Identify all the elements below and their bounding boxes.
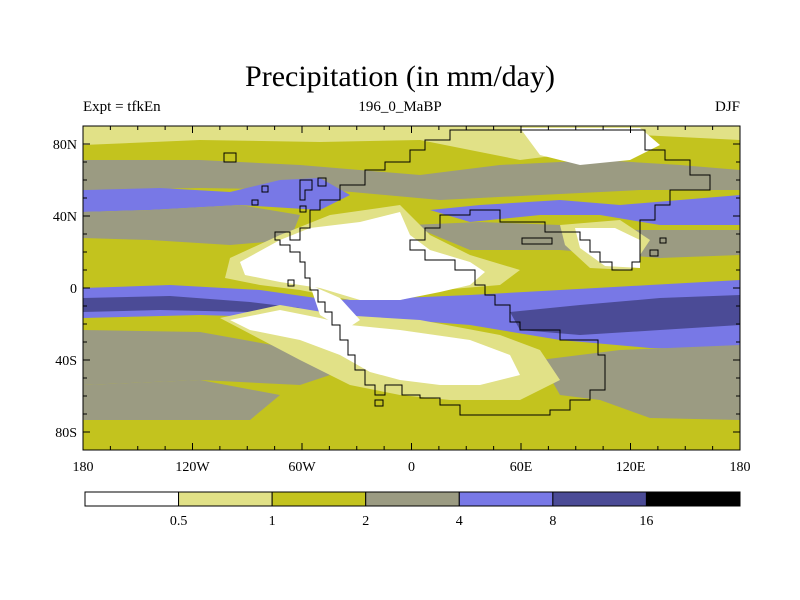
lon-tick-label: 60E	[510, 460, 533, 475]
field-pangea-south-dry	[230, 310, 520, 385]
colorbar-swatch	[458, 491, 554, 507]
colorbar-swatch	[645, 491, 741, 507]
lon-tick-label: 180	[73, 460, 94, 475]
lat-tick-label: 0	[70, 282, 77, 297]
field-south-tethys-grey	[540, 345, 740, 420]
field-itcz-pacific-dark	[83, 296, 300, 312]
field-arctic-dry	[520, 128, 660, 165]
colorbar-labels: 0.5 1 2 4 8 16	[170, 514, 654, 529]
lon-tick-label: 120E	[616, 460, 646, 475]
continent-outlines	[223, 129, 711, 416]
colorbar-level-label: 1	[269, 514, 276, 529]
colorbar-level-label: 8	[549, 514, 556, 529]
field-north-pacific-blue	[83, 178, 350, 212]
colorbar-swatch	[84, 491, 180, 507]
lat-tick-label: 80S	[55, 426, 77, 441]
field-antarctic-band	[83, 420, 740, 450]
colorbar-level-label: 16	[639, 514, 653, 529]
colorbar-level-label: 0.5	[170, 514, 188, 529]
lon-tick-label: 180	[730, 460, 751, 475]
axis-ticks	[82, 125, 741, 451]
lon-tick-label: 60W	[288, 460, 316, 475]
map-field	[83, 126, 740, 450]
lon-tick-label: 0	[408, 460, 415, 475]
field-pangea-central-dry	[310, 285, 360, 330]
field-south-ocean-grey	[83, 380, 280, 420]
field-itcz-tethys-dark	[510, 295, 740, 335]
lon-tick-label: 120W	[175, 460, 210, 475]
colorbar-level-label: 2	[362, 514, 369, 529]
colorbar-swatch	[365, 491, 460, 507]
field-south-pacific-grey	[83, 330, 330, 385]
axis-tick-labels: 80N 40N 0 40S 80S 180 120W 60W 0 60E 120E 180	[53, 138, 751, 475]
lat-tick-label: 40N	[53, 210, 77, 225]
lat-tick-label: 80N	[53, 138, 77, 153]
colorbar	[84, 491, 741, 507]
lat-tick-label: 40S	[55, 354, 77, 369]
colorbar-swatch	[271, 491, 367, 507]
field-north-asia-blue	[430, 195, 740, 225]
field-asia-dry	[575, 228, 640, 268]
field-north-mid-grey	[83, 160, 740, 200]
colorbar-swatch	[552, 491, 647, 507]
field-pangea-north-dry	[240, 212, 485, 300]
period-label: 196_0_MaBP	[358, 99, 442, 115]
colorbar-swatch	[178, 491, 273, 507]
map-title: Precipitation (in mm/day)	[245, 60, 555, 93]
field-north-subtropic-grey	[83, 205, 300, 245]
season-label: DJF	[714, 99, 740, 115]
colorbar-level-label: 4	[456, 514, 463, 529]
experiment-label: Expt = tfkEn	[83, 99, 161, 115]
